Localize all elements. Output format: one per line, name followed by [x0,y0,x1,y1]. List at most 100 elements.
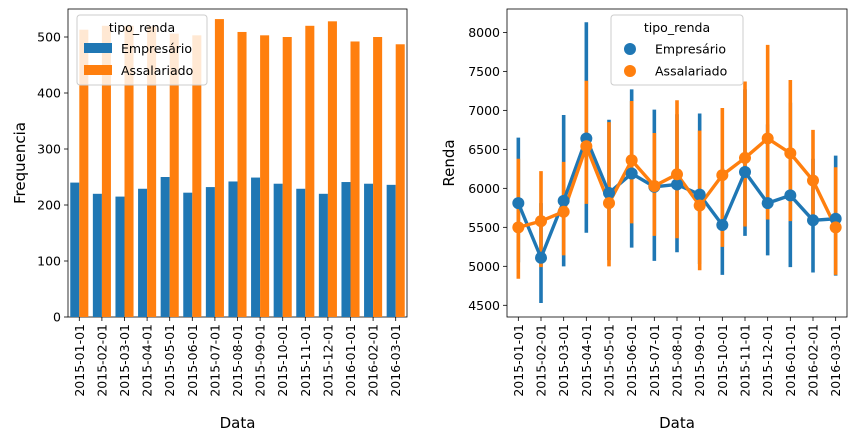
x-tick-label: 2016-03-01 [828,324,843,397]
point-assalariado [716,169,729,182]
y-tick-label: 7500 [468,64,500,79]
x-tick-label: 2015-02-01 [94,324,109,397]
legend-label: Empresário [655,42,726,57]
legend-swatch [84,43,112,53]
y-tick-label: 7000 [468,103,500,118]
x-tick-label: 2016-01-01 [783,324,798,397]
bar-empresario [115,196,125,317]
x-tick-label: 2015-12-01 [760,324,775,397]
bar-empresario [183,192,193,317]
point-empresario [603,187,615,200]
bar-empresario [160,177,170,317]
x-tick-label: 2015-04-01 [140,324,155,397]
x-tick-label: 2015-12-01 [320,324,335,397]
legend-marker [624,65,636,77]
point-chart-legend: tipo_renda Empresário Assalariado [610,14,744,86]
bar-empresario [138,188,148,317]
point-assalariado [739,151,751,164]
point-assalariado [829,221,842,234]
point-chart-xlabel: Data [659,414,695,432]
bar-assalariado [79,29,89,317]
y-tick-label: 6500 [468,142,500,157]
point-assalariado [784,147,797,160]
point-empresario [512,197,525,210]
point-assalariado [512,221,525,234]
y-tick-label: 300 [37,142,61,157]
x-tick-label: 2016-02-01 [366,324,381,397]
bar-empresario [228,181,238,317]
legend-label: Empresário [121,41,192,56]
bar-assalariado [305,25,315,318]
x-tick-label: 2015-11-01 [298,324,313,397]
point-empresario [625,167,638,180]
bar-empresario [70,182,80,317]
bar-empresario [296,188,306,317]
point-empresario [761,197,774,210]
point-assalariado [557,205,570,218]
point-empresario [716,218,729,231]
bar-assalariado [214,19,224,318]
point-assalariado [603,197,615,210]
y-tick-label: 500 [37,30,61,45]
x-tick-label: 2015-11-01 [738,324,753,397]
y-tick-label: 8000 [468,25,500,40]
y-tick-label: 200 [37,198,61,213]
point-assalariado [761,132,774,145]
legend-title: tipo_renda [644,20,710,35]
bar-chart-legend: tipo_renda Empresário Assalariado [76,14,208,86]
x-tick-label: 2015-10-01 [275,324,290,397]
y-tick-label: 400 [37,86,61,101]
x-tick-label: 2016-01-01 [343,324,358,397]
x-tick-label: 2016-03-01 [388,324,403,397]
legend-swatch [84,65,112,75]
point-empresario [807,214,819,227]
x-tick-label: 2015-01-01 [72,324,87,397]
point-empresario [671,178,683,191]
point-assalariado [693,199,706,212]
point-empresario [829,212,842,225]
bar-assalariado [350,41,360,317]
bar-assalariado [373,37,383,317]
bar-empresario [205,187,215,317]
bar-chart-ylabel: Frequencia [11,122,29,204]
y-tick-label: 4500 [468,298,500,313]
x-tick-label: 2015-06-01 [185,324,200,397]
bar-empresario [273,183,283,317]
bar-assalariado [147,26,157,318]
bar-assalariado [260,35,270,317]
bar-empresario [386,184,396,317]
point-empresario [557,194,570,207]
x-tick-label: 2015-05-01 [602,324,617,397]
x-tick-label: 2015-09-01 [692,324,707,397]
y-tick-label: 5000 [468,259,500,274]
legend-title: tipo_renda [109,20,175,35]
point-chart-ylabel: Renda [440,139,458,186]
point-chart-panel: 4500 5000 5500 6000 6500 7000 7500 8000 2015-01… [440,8,848,432]
x-tick-label: 2015-05-01 [162,324,177,397]
bar-empresario [364,183,374,317]
x-tick-label: 2016-02-01 [806,324,821,397]
x-tick-label: 2015-03-01 [556,324,571,397]
x-tick-label: 2015-04-01 [579,324,594,397]
point-assalariado [671,168,683,181]
point-assalariado [648,180,661,193]
bar-assalariado [282,37,292,317]
bar-assalariado [101,25,111,318]
x-tick-label: 2015-06-01 [624,324,639,397]
bar-assalariado [169,33,179,317]
x-tick-label: 2015-08-01 [670,324,685,397]
x-tick-label: 2015-02-01 [534,324,549,397]
point-assalariado [807,174,819,187]
point-assalariado [535,215,547,228]
x-tick-label: 2015-07-01 [207,324,222,397]
bar-assalariado [237,31,247,318]
legend-label: Assalariado [655,64,727,79]
bar-empresario [341,182,351,317]
x-tick-label: 2015-09-01 [253,324,268,397]
bar-chart-xlabel: Data [220,414,256,432]
bar-assalariado [327,21,337,317]
point-assalariado [580,140,593,153]
bar-assalariado [124,25,134,318]
bar-empresario [318,193,328,317]
